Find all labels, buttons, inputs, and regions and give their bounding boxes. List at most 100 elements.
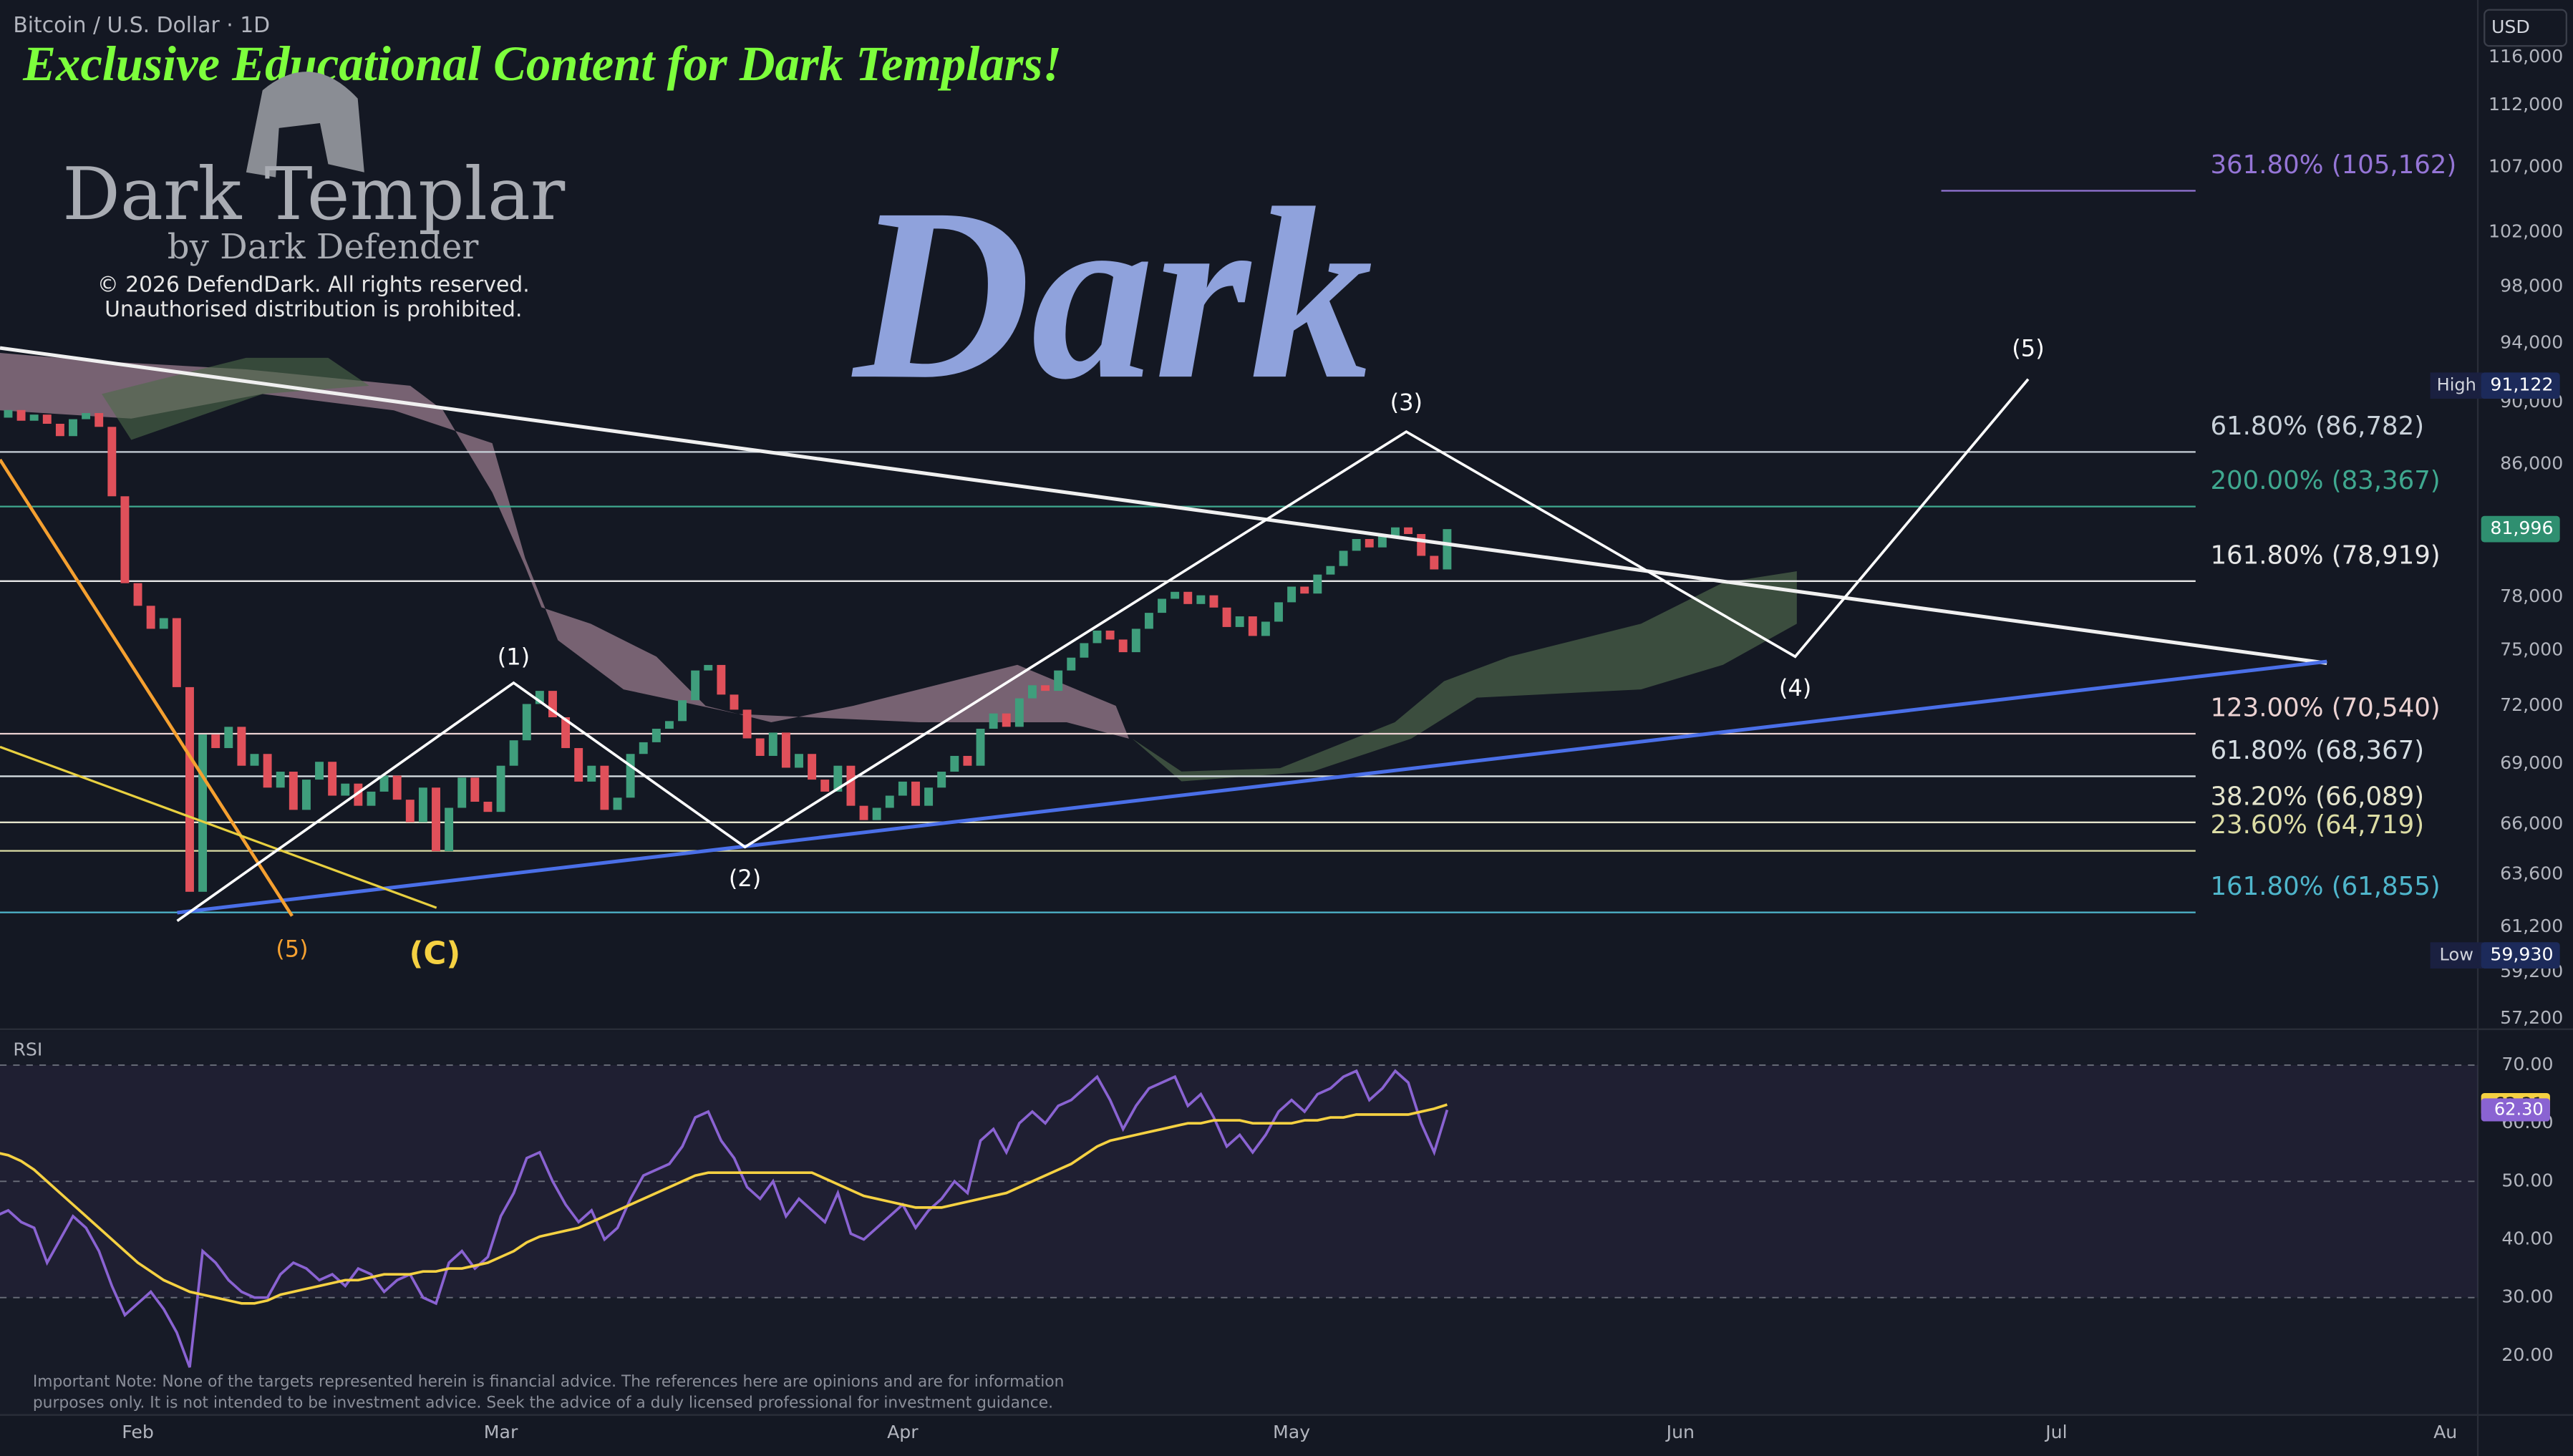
candle: [1300, 586, 1309, 594]
copyright: © 2026 DefendDark. All rights reserved.: [97, 272, 530, 297]
candle: [418, 787, 427, 822]
extreme-tag: [2481, 942, 2560, 969]
candle: [1248, 616, 1257, 636]
candle: [341, 783, 350, 796]
extreme-name: Low: [2440, 945, 2473, 965]
candle: [1287, 586, 1297, 603]
candle: [1105, 630, 1115, 640]
candle: [1196, 595, 1206, 604]
candle: [1377, 535, 1387, 548]
logo-subtitle: by Dark Defender: [168, 227, 479, 267]
candle: [898, 781, 907, 796]
wave-label: (5): [2012, 334, 2044, 361]
candle: [16, 409, 26, 421]
y-tick-label: 57,200: [2500, 1007, 2563, 1028]
currency-button[interactable]: [2484, 9, 2567, 47]
candle: [548, 691, 557, 717]
candle: [1391, 527, 1400, 536]
candle: [496, 765, 505, 812]
candle: [1027, 685, 1037, 699]
candle: [781, 732, 790, 768]
cloud-bullish: [102, 357, 369, 440]
fib-level-label: 361.80% (105,162): [2210, 150, 2456, 180]
watermark: Dark: [850, 158, 1373, 430]
candle: [755, 738, 765, 756]
candle: [69, 419, 77, 437]
candle: [808, 754, 817, 780]
candle: [250, 754, 259, 766]
fib-level-label: 61.80% (86,782): [2210, 412, 2424, 441]
candle: [328, 762, 337, 796]
wave-label: (1): [498, 644, 530, 671]
trendline-orange: [0, 458, 294, 917]
candle: [1118, 639, 1128, 653]
candle: [133, 583, 142, 606]
fib-level-label: 200.00% (83,367): [2210, 466, 2440, 495]
candles: [4, 409, 1452, 892]
candle: [1041, 685, 1050, 691]
y-tick-label: 94,000: [2500, 332, 2563, 353]
candle: [613, 797, 622, 810]
candle: [1261, 621, 1270, 636]
rsi-line: [0, 1103, 1448, 1305]
candle: [950, 755, 959, 772]
candle: [1326, 566, 1335, 575]
extreme-tag-label: 59,930: [2490, 944, 2553, 965]
candle: [159, 618, 168, 629]
y-tick-label: 112,000: [2489, 94, 2563, 115]
wave-label: (2): [729, 865, 761, 892]
x-tick-label: Au: [2433, 1422, 2457, 1442]
trendline-yellow: [0, 745, 437, 909]
candle: [846, 765, 856, 806]
extreme-tag: [2481, 372, 2560, 399]
candle: [872, 807, 881, 820]
candle: [820, 780, 830, 792]
extreme-tag-label: 91,122: [2490, 374, 2553, 395]
candle: [574, 748, 583, 782]
candle: [1144, 613, 1153, 629]
candle: [1274, 602, 1283, 622]
candle: [1183, 591, 1193, 604]
candle: [742, 709, 752, 739]
fib-level-label: 123.00% (70,540): [2210, 694, 2440, 723]
candle: [367, 791, 376, 806]
candle: [989, 713, 998, 729]
candle: [237, 727, 246, 766]
candle: [483, 801, 493, 812]
candle: [678, 700, 687, 722]
currency-label[interactable]: USD: [2491, 16, 2530, 37]
candle: [470, 777, 480, 802]
candle: [289, 771, 298, 810]
extreme-tag-bg: [2430, 942, 2483, 969]
candle: [146, 606, 155, 629]
candle: [626, 754, 635, 798]
rsi-value-tag: [2481, 1098, 2550, 1122]
candle: [1171, 591, 1180, 599]
candle: [717, 664, 726, 695]
candle: [82, 413, 91, 419]
candle: [4, 409, 13, 418]
trendline-lower: [177, 659, 2327, 915]
logo-title: Dark Templar: [62, 152, 566, 236]
note: Important Note: None of the targets repr…: [33, 1373, 1065, 1391]
extreme-name: High: [2437, 375, 2476, 395]
candle: [263, 754, 272, 788]
trendline-upper: [0, 346, 2327, 665]
candle: [924, 787, 934, 806]
candle: [354, 783, 363, 806]
candle: [600, 765, 609, 810]
candle: [833, 765, 843, 792]
candle: [963, 755, 972, 766]
candle: [1339, 550, 1348, 566]
candle: [1443, 529, 1452, 570]
candle: [704, 664, 713, 671]
candle: [795, 754, 803, 768]
candle: [42, 414, 52, 424]
candle: [976, 729, 985, 766]
candle: [185, 686, 194, 892]
y-tick-label: 107,000: [2489, 156, 2563, 177]
wave-label: (3): [1390, 389, 1423, 416]
candle: [730, 694, 739, 710]
last-price-tag-label: 81,996: [2490, 518, 2553, 538]
